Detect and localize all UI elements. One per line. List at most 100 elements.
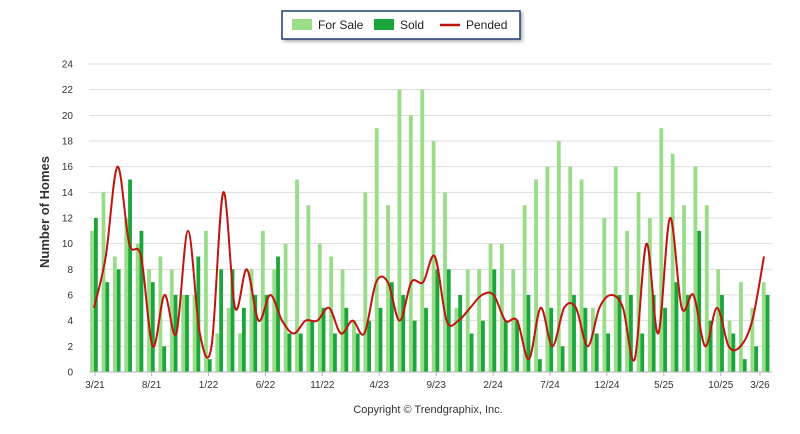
bar-for-sale	[90, 230, 94, 372]
y-tick-label: 4	[67, 316, 73, 327]
bar-for-sale	[101, 192, 106, 372]
bar-for-sale	[488, 243, 493, 372]
bar-for-sale	[306, 205, 311, 372]
bar-for-sale	[454, 307, 459, 372]
bar-sold	[378, 307, 383, 372]
bar-sold	[651, 295, 656, 372]
x-tick-label: 1/22	[199, 380, 219, 391]
bar-sold	[594, 333, 599, 372]
bar-sold	[742, 359, 747, 372]
bar-sold	[389, 282, 394, 372]
x-tick-label: 10/25	[708, 380, 733, 391]
bar-sold	[401, 295, 406, 372]
copyright-text: Copyright © Trendgraphix, Inc.	[353, 404, 502, 416]
bar-for-sale	[135, 243, 140, 372]
bar-sold	[264, 295, 269, 372]
bar-sold	[298, 333, 303, 372]
series-pended	[93, 165, 765, 362]
legend-swatch-for-sale	[292, 19, 312, 30]
bar-sold	[207, 359, 212, 372]
bar-sold	[276, 256, 280, 372]
bar-sold	[754, 346, 759, 372]
bar-for-sale	[317, 243, 322, 372]
line-pended	[93, 165, 765, 362]
bar-sold	[697, 230, 702, 372]
x-tick-label: 2/24	[483, 380, 503, 391]
bar-sold	[549, 307, 554, 372]
legend-item-pended[interactable]: Pended	[440, 18, 507, 32]
bar-for-sale	[716, 269, 721, 372]
bar-for-sale	[408, 115, 413, 372]
bar-sold	[731, 333, 736, 372]
bar-sold	[458, 295, 463, 372]
bar-sold	[162, 346, 167, 372]
series-sold	[94, 179, 770, 372]
x-tick-label: 12/24	[594, 380, 619, 391]
bar-for-sale	[329, 256, 334, 372]
bar-sold	[139, 230, 144, 372]
bar-for-sale	[625, 230, 630, 372]
bar-for-sale	[181, 295, 186, 372]
bar-for-sale	[226, 307, 231, 372]
bar-for-sale	[682, 205, 686, 372]
bar-sold	[424, 307, 428, 372]
bar-for-sale	[260, 230, 265, 372]
bar-for-sale	[249, 269, 254, 372]
bar-sold	[629, 295, 633, 372]
y-tick-label: 8	[67, 265, 73, 276]
bar-for-sale	[283, 243, 288, 372]
bar-sold	[446, 269, 451, 372]
legend-item-for-sale[interactable]: For Sale	[292, 18, 364, 32]
bar-for-sale	[636, 192, 641, 372]
bar-for-sale	[522, 205, 527, 372]
bar-for-sale	[340, 269, 345, 372]
x-tick-label: 3/26	[750, 380, 770, 391]
bar-sold	[230, 269, 235, 372]
y-tick-label: 20	[62, 111, 74, 122]
bar-sold	[572, 295, 576, 372]
bar-sold	[287, 333, 292, 372]
bar-sold	[663, 307, 667, 372]
bar-for-sale	[739, 282, 743, 372]
bar-sold	[481, 320, 485, 372]
bar-for-sale	[386, 205, 390, 372]
bar-sold	[321, 307, 326, 372]
y-tick-label: 18	[62, 137, 74, 148]
x-tick-label: 3/21	[85, 380, 105, 391]
y-tick-label: 22	[62, 85, 74, 96]
bar-sold	[310, 320, 315, 372]
bar-sold	[105, 282, 110, 372]
bar-for-sale	[465, 269, 470, 372]
legend-label-pended: Pended	[466, 18, 507, 32]
x-tick-label: 7/24	[540, 380, 560, 391]
legend: For Sale Sold Pended	[281, 10, 521, 40]
bar-for-sale	[443, 192, 447, 372]
bar-sold	[765, 295, 770, 372]
bar-sold	[185, 295, 189, 372]
bar-for-sale	[352, 320, 356, 372]
bar-for-sale	[761, 282, 766, 372]
x-tick-label: 9/23	[426, 380, 446, 391]
y-tick-label: 10	[62, 239, 74, 250]
legend-label-for-sale: For Sale	[318, 18, 364, 32]
x-tick-label: 4/23	[370, 380, 390, 391]
bar-for-sale	[397, 89, 402, 373]
bar-for-sale	[659, 128, 664, 372]
y-tick-label: 14	[62, 188, 74, 199]
bar-for-sale	[192, 295, 197, 372]
x-tick-label: 8/21	[142, 380, 162, 391]
bar-sold	[128, 179, 132, 372]
bar-sold	[253, 295, 258, 372]
bar-for-sale	[750, 307, 755, 372]
bar-sold	[435, 269, 440, 372]
bar-for-sale	[238, 333, 242, 372]
y-tick-label: 2	[67, 342, 73, 353]
y-tick-label: 6	[67, 291, 73, 302]
bar-for-sale	[295, 179, 299, 372]
legend-box	[281, 10, 521, 40]
legend-item-sold[interactable]: Sold	[374, 18, 424, 32]
bar-for-sale	[112, 256, 117, 372]
y-tick-label: 24	[62, 60, 74, 71]
y-tick-label: 0	[67, 368, 73, 379]
bar-sold	[94, 218, 98, 372]
